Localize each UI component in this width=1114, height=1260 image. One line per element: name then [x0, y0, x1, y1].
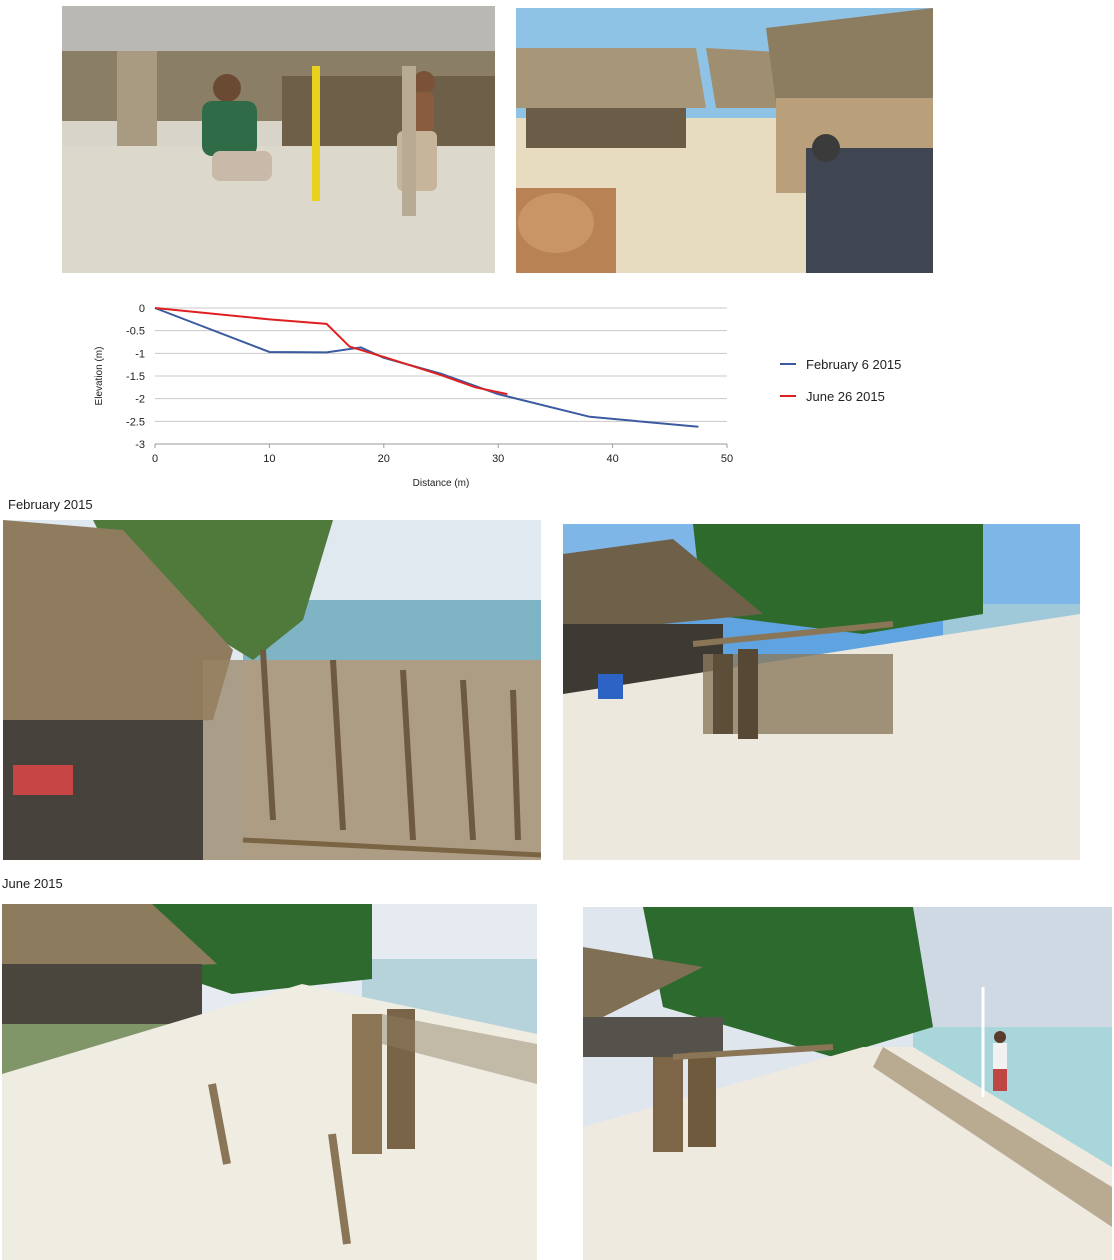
y-tick-label: -3: [135, 439, 145, 451]
series-line-2: [154, 307, 508, 396]
y-tick-label: -0.5: [126, 326, 145, 338]
photo-thatched-huts-coconut-husks: [516, 8, 933, 273]
legend-label-1: February 6 2015: [806, 357, 901, 372]
photo-feb-hut-fence-left: [3, 520, 541, 860]
y-axis-title: Elevation (m): [94, 347, 105, 406]
caption-february: February 2015: [8, 497, 93, 512]
x-tick-label: 30: [492, 453, 504, 465]
photo-june-beach-stakes-left: [2, 904, 537, 1260]
y-tick-label: -2.5: [126, 416, 145, 428]
x-tick-label: 20: [378, 453, 390, 465]
photo-june-beach-person-right: [583, 907, 1112, 1260]
caption-june: June 2015: [2, 876, 63, 891]
elevation-profile-chart: 0 -0.5 -1 -1.5 -2 -2.5 -3 0 10 20 30 40 50 Distance (…: [80, 296, 940, 496]
y-tick-label: 0: [139, 303, 145, 315]
y-tick-label: -1.5: [126, 371, 145, 383]
x-tick-label: 50: [721, 453, 733, 465]
chart-svg: 0 -0.5 -1 -1.5 -2 -2.5 -3 0 10 20 30 40 50 Distance (…: [94, 303, 901, 489]
photo-man-with-measuring-pole: [62, 6, 495, 273]
photo-feb-beach-fence-right: [563, 524, 1080, 860]
y-tick-label: -1: [135, 348, 145, 360]
legend-label-2: June 26 2015: [806, 389, 885, 404]
y-tick-label: -2: [135, 394, 145, 406]
series-line-1: [154, 307, 699, 428]
x-tick-label: 40: [606, 453, 618, 465]
x-axis-title: Distance (m): [413, 478, 470, 489]
x-tick-label: 0: [152, 453, 158, 465]
x-tick-label: 10: [263, 453, 275, 465]
